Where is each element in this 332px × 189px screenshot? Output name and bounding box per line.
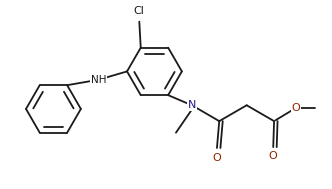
Text: O: O	[291, 103, 300, 113]
Text: O: O	[268, 151, 277, 161]
Text: O: O	[212, 153, 221, 163]
Text: N: N	[188, 100, 196, 110]
Text: NH: NH	[91, 75, 106, 85]
Text: Cl: Cl	[134, 6, 145, 16]
